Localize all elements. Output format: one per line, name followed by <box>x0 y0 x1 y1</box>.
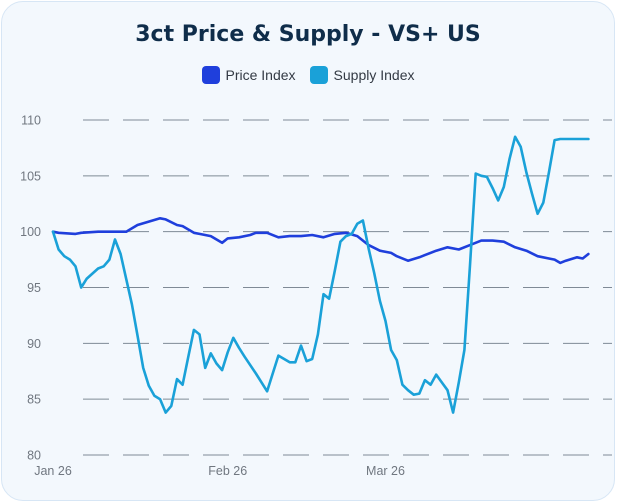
legend-swatch-price-index <box>201 66 220 84</box>
x-tick-label: Feb 26 <box>208 464 247 478</box>
chart-legend: Price Index Supply Index <box>2 66 614 84</box>
x-tick-label: Jan 26 <box>34 464 72 478</box>
chart-title: 3ct Price & Supply - VS+ US <box>135 22 481 47</box>
series-lines <box>51 135 590 414</box>
y-tick-label: 95 <box>27 281 41 295</box>
legend-item-supply-index[interactable]: Supply Index <box>309 66 415 84</box>
y-tick-label: 100 <box>20 225 41 239</box>
y-tick-label: 90 <box>27 337 41 351</box>
y-tick-label: 80 <box>27 449 41 463</box>
y-axis-ticks: 80 85 90 95 100 105 110 <box>20 114 41 463</box>
grid-lines <box>83 119 612 456</box>
legend-label-price-index: Price Index <box>225 67 296 83</box>
y-tick-label: 85 <box>27 393 41 407</box>
legend-label-supply-index: Supply Index <box>333 67 415 83</box>
x-axis-ticks: Jan 26 Feb 26 Mar 26 <box>34 464 405 478</box>
series-line-supply-index <box>51 135 590 414</box>
y-tick-label: 105 <box>20 169 41 183</box>
legend-item-price-index[interactable]: Price Index <box>201 66 296 84</box>
series-line-price-index <box>51 217 590 265</box>
legend-swatch-supply-index <box>309 66 328 84</box>
y-tick-label: 110 <box>21 114 41 128</box>
x-tick-label: Mar 26 <box>366 464 405 478</box>
